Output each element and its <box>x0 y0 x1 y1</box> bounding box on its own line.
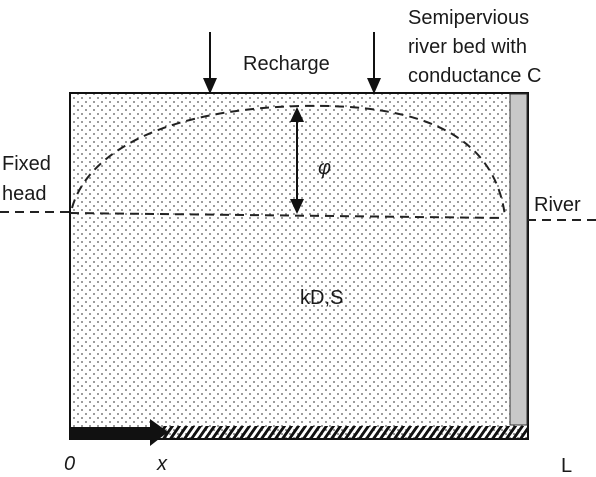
impermeable-base <box>160 426 527 439</box>
phi-label: φ <box>318 157 331 179</box>
aquifer-body <box>69 92 529 440</box>
aquifer-params-label: kD,S <box>300 287 343 309</box>
recharge-label: Recharge <box>243 53 330 75</box>
phi-double-arrow <box>290 107 304 214</box>
x-axis-label: x <box>156 453 168 475</box>
origin-label: 0 <box>64 453 75 475</box>
river-bed-strip <box>509 93 528 426</box>
recharge-arrow <box>367 32 381 94</box>
fixed-head-label-line2: head <box>2 183 47 205</box>
x-axis-arrow-shaft <box>70 427 152 438</box>
reference-level-line <box>69 212 506 219</box>
water-table-curve <box>71 104 506 217</box>
river-bed-label-line1: Semipervious <box>408 7 529 29</box>
river-label: River <box>534 194 581 216</box>
fixed-head-label-line1: Fixed <box>2 153 51 175</box>
river-bed-label-line3: conductance C <box>408 65 541 87</box>
length-label: L <box>561 455 572 477</box>
river-bed-label-line2: river bed with <box>408 36 527 58</box>
x-axis-arrow-head <box>150 419 168 446</box>
recharge-arrow <box>203 32 217 94</box>
